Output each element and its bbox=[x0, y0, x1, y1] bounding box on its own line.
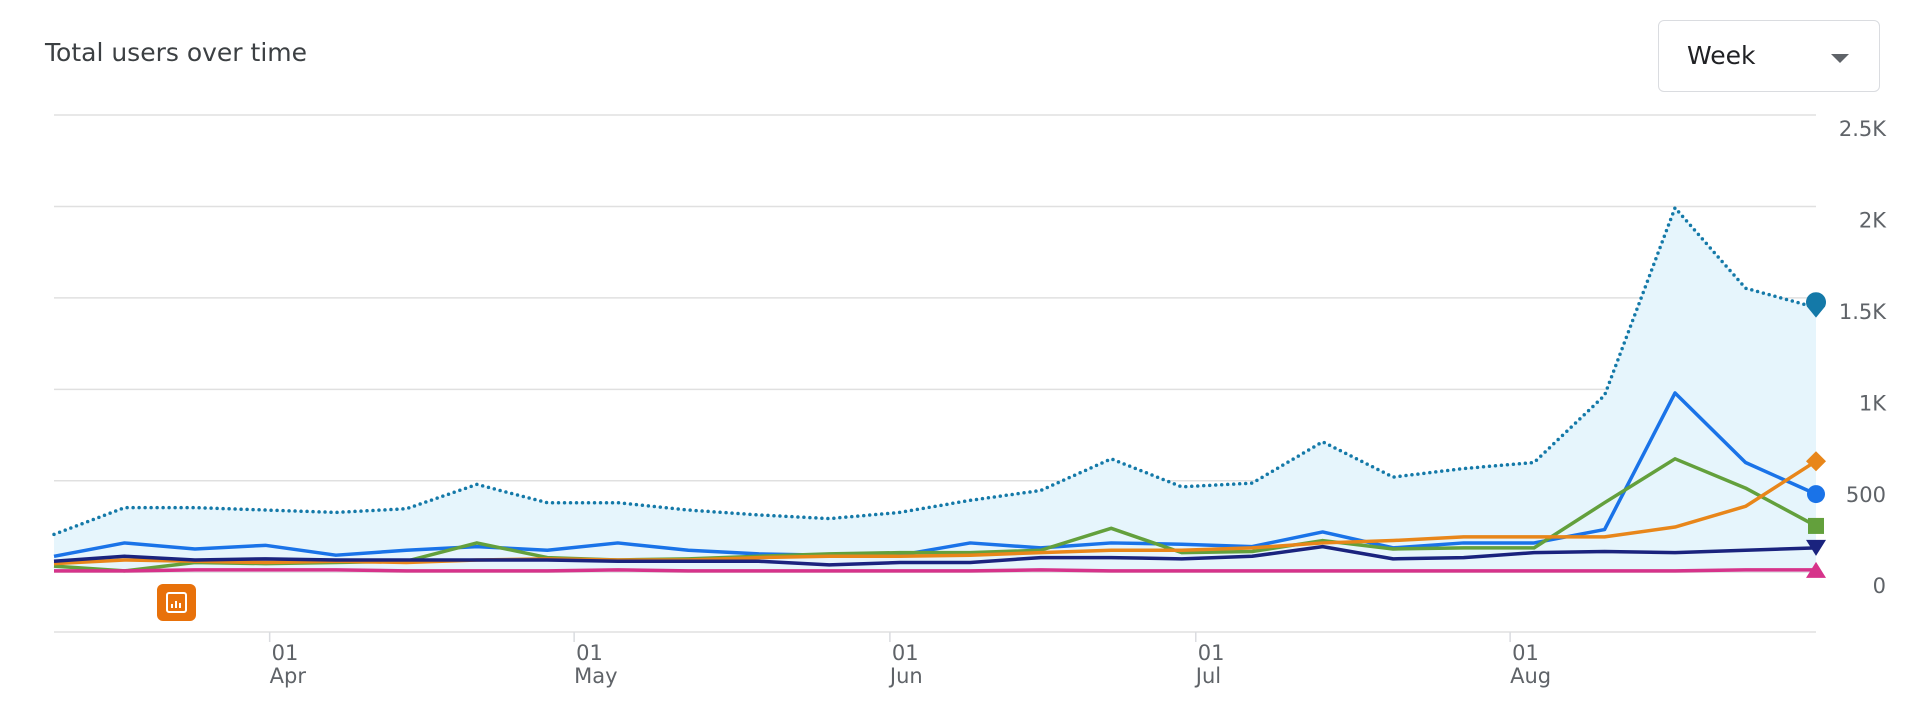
x-tick-label: 01 bbox=[1198, 641, 1225, 665]
x-tick-label: 01 bbox=[576, 641, 603, 665]
chart-title: Total users over time bbox=[45, 38, 308, 67]
period-dropdown[interactable]: Week bbox=[1658, 20, 1880, 92]
x-tick-label: Jun bbox=[888, 664, 923, 688]
end-marker bbox=[1806, 561, 1826, 578]
end-marker bbox=[1806, 292, 1826, 318]
y-tick-label: 0 bbox=[1873, 574, 1886, 598]
x-tick-label: Jul bbox=[1194, 664, 1221, 688]
dropdown-label: Week bbox=[1687, 41, 1756, 70]
x-tick-label: 01 bbox=[272, 641, 299, 665]
y-tick-label: 2.5K bbox=[1839, 117, 1887, 141]
end-marker bbox=[1806, 451, 1826, 472]
series-line bbox=[53, 391, 1817, 559]
y-tick-label: 1K bbox=[1859, 391, 1887, 415]
y-tick-label: 2K bbox=[1859, 208, 1887, 232]
x-tick-label: Apr bbox=[270, 664, 307, 688]
x-tick-label: 01 bbox=[892, 641, 919, 665]
y-tick-label: 500 bbox=[1846, 483, 1886, 507]
x-tick-label: 01 bbox=[1512, 641, 1539, 665]
series-line bbox=[54, 568, 1816, 573]
area bbox=[54, 207, 1816, 573]
end-marker bbox=[1806, 539, 1826, 556]
y-tick-label: 1.5K bbox=[1839, 300, 1887, 324]
x-tick-label: May bbox=[574, 664, 617, 688]
grid bbox=[54, 114, 1816, 573]
series-line bbox=[52, 205, 1818, 537]
annotation-glyph bbox=[171, 601, 181, 608]
end-marker bbox=[1807, 485, 1825, 504]
end-marker bbox=[1808, 517, 1824, 534]
x-tick-label: Aug bbox=[1510, 664, 1551, 688]
dropdown-arrow bbox=[1831, 54, 1849, 63]
annotation-glyph bbox=[166, 592, 187, 613]
series-line bbox=[53, 544, 1817, 567]
